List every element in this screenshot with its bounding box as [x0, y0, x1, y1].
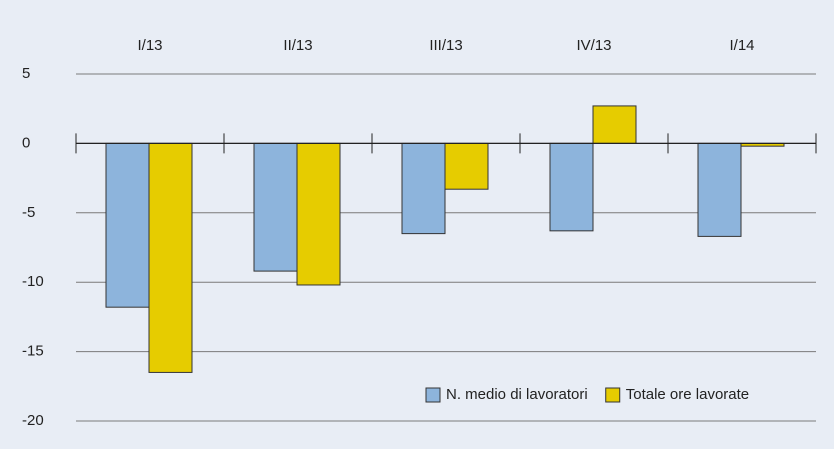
bar — [105, 142, 150, 308]
bar — [444, 142, 489, 190]
bar — [253, 142, 298, 272]
x-tick-label: IV/13 — [576, 37, 611, 54]
y-tick-label: -20 — [22, 412, 44, 429]
bar — [296, 142, 341, 286]
y-tick-label: -15 — [22, 343, 44, 360]
x-tick-label: II/13 — [283, 37, 312, 54]
x-tick-label: III/13 — [429, 37, 462, 54]
bar — [697, 142, 742, 237]
x-tick-label: I/14 — [729, 37, 754, 54]
bar — [592, 105, 637, 144]
legend-label: Totale ore lavorate — [626, 386, 749, 403]
y-tick-label: 0 — [22, 134, 30, 151]
y-tick-label: -10 — [22, 273, 44, 290]
legend-swatch — [605, 387, 621, 403]
bar — [148, 142, 193, 373]
bar — [401, 142, 446, 235]
x-tick-label: I/13 — [137, 37, 162, 54]
y-tick-label: -5 — [22, 204, 35, 221]
y-tick-label: 5 — [22, 65, 30, 82]
bar — [549, 142, 594, 232]
legend-swatch — [425, 387, 441, 403]
legend-label: N. medio di lavoratori — [446, 386, 588, 403]
